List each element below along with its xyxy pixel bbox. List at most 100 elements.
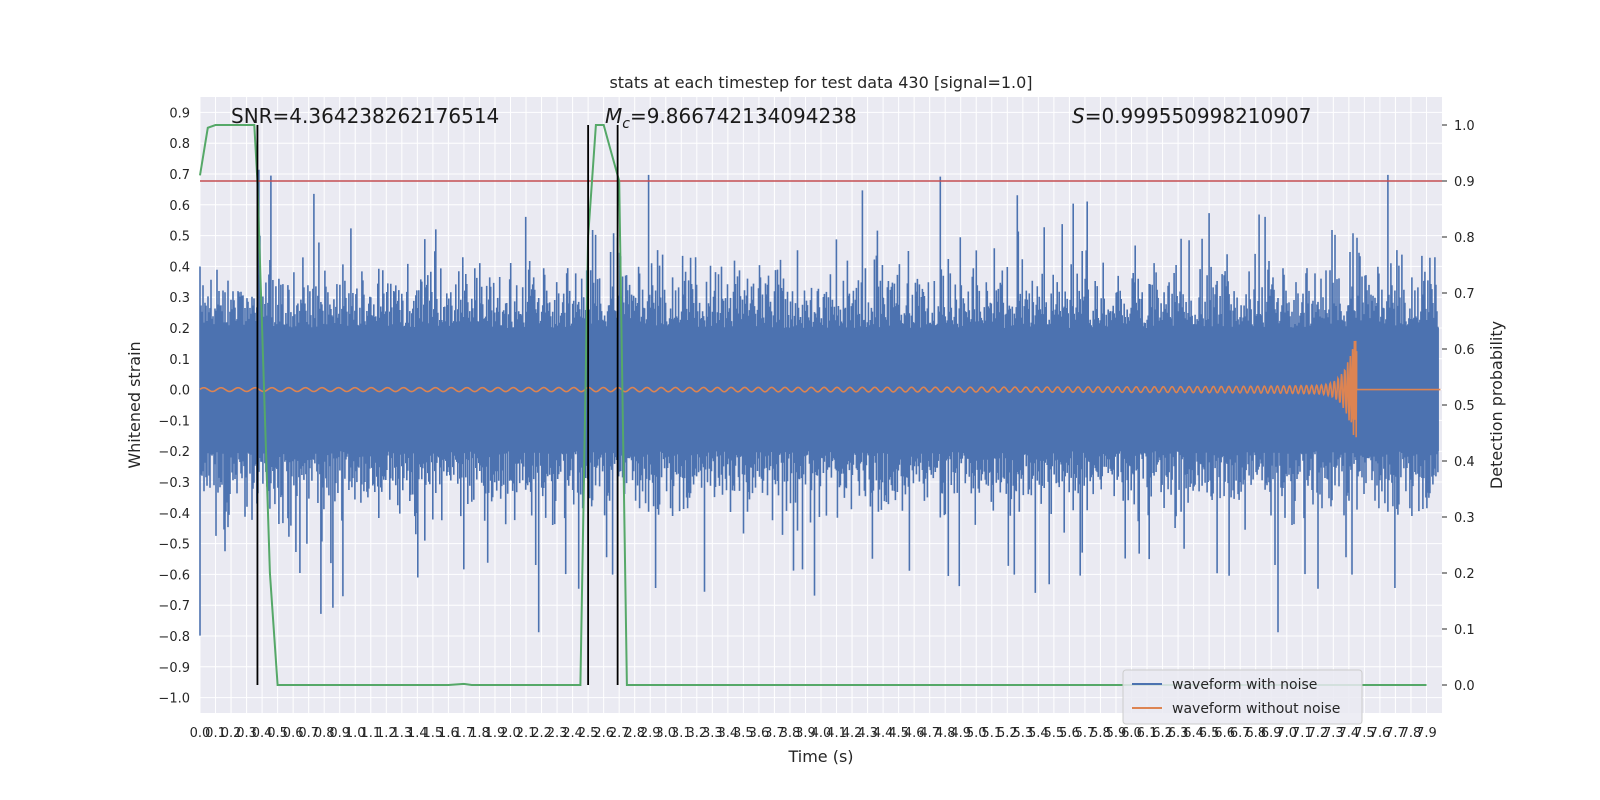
x-tick-label: 1.5 — [423, 726, 444, 741]
y-tick-label: −0.1 — [158, 414, 190, 429]
x-tick-label: 0.2 — [221, 726, 242, 741]
y-tick-label: 0.0 — [169, 384, 190, 399]
x-tick-label: 6.6 — [1214, 726, 1235, 741]
x-tick-label: 1.8 — [469, 726, 490, 741]
x-tick-label: 2.2 — [531, 726, 552, 741]
x-tick-label: 3.9 — [795, 726, 816, 741]
x-tick-label: 0.5 — [267, 726, 288, 741]
legend-label-clean: waveform without noise — [1172, 701, 1340, 717]
x-tick-label: 2.5 — [578, 726, 599, 741]
detection-probability-line — [199, 124, 1427, 686]
x-tick-label: 7.8 — [1401, 726, 1422, 741]
x-tick-label: 2.0 — [500, 726, 521, 741]
y-tick-label: 0.8 — [169, 137, 190, 152]
x-tick-label: 1.9 — [485, 726, 506, 741]
legend-label-noisy: waveform with noise — [1172, 677, 1317, 693]
clean-waveform-series — [199, 340, 1441, 438]
x-tick-label: 0.7 — [298, 726, 319, 741]
x-tick-label: 7.2 — [1307, 726, 1328, 741]
y-right-tick-labels: 0.0 0.1 0.2 0.3 0.4 0.5 0.6 0.7 0.8 0.9 1.0 — [1442, 119, 1475, 694]
x-tick-label: 4.6 — [904, 726, 925, 741]
x-tick-label: 3.2 — [686, 726, 707, 741]
y-tick-label: −0.5 — [158, 538, 190, 553]
x-tick-label: 4.9 — [950, 726, 971, 741]
vertical-markers — [256, 125, 619, 685]
chirp-mass-subscript: c — [622, 116, 630, 132]
x-tick-label: 3.6 — [749, 726, 770, 741]
y-right-tick-label: 0.8 — [1454, 231, 1475, 246]
chirp-mass-value: =9.866742134094238 — [630, 104, 857, 128]
x-tick-label: 7.1 — [1292, 726, 1313, 741]
x-tick-label: 4.8 — [935, 726, 956, 741]
x-tick-label: 3.8 — [780, 726, 801, 741]
x-tick-label: 3.0 — [655, 726, 676, 741]
y-tick-label: 0.9 — [169, 106, 190, 121]
s-symbol: S — [1072, 104, 1085, 128]
x-tick-label: 7.9 — [1416, 726, 1437, 741]
x-tick-label: 7.0 — [1276, 726, 1297, 741]
x-tick-label: 0.6 — [283, 726, 304, 741]
x-tick-label: 0.1 — [205, 726, 226, 741]
x-tick-label: 6.1 — [1137, 726, 1158, 741]
x-tick-label: 2.7 — [609, 726, 630, 741]
x-tick-label: 4.2 — [842, 726, 863, 741]
x-tick-label: 1.7 — [454, 726, 475, 741]
y-tick-label: −0.4 — [158, 507, 190, 522]
x-tick-label: 4.5 — [888, 726, 909, 741]
x-tick-label: 3.3 — [702, 726, 723, 741]
y-tick-labels: −1.0 −0.9 −0.8 −0.7 −0.6 −0.5 −0.4 −0.3 −0.2 −0.1… — [158, 106, 190, 706]
snr-annotation: SNR=4.364238262176514 — [231, 104, 499, 128]
x-tick-labels: 0.00.10.20.30.40.50.60.70.80.91.01.11.21… — [190, 726, 1437, 741]
x-tick-label: 6.4 — [1183, 726, 1204, 741]
y-tick-label: 0.4 — [169, 260, 190, 275]
y-axis-label: Whitened strain — [125, 341, 144, 468]
y-right-tick-label: 0.2 — [1454, 567, 1475, 582]
x-tick-label: 2.8 — [624, 726, 645, 741]
x-tick-label: 6.8 — [1245, 726, 1266, 741]
x-tick-label: 6.2 — [1152, 726, 1173, 741]
detection-probability-series — [199, 124, 1427, 686]
x-tick-label: 2.6 — [593, 726, 614, 741]
y-tick-label: 0.3 — [169, 291, 190, 306]
x-tick-label: 6.7 — [1230, 726, 1251, 741]
x-axis-label: Time (s) — [787, 747, 853, 766]
s-value: =0.999550998210907 — [1085, 104, 1312, 128]
y-right-tick-label: 0.3 — [1454, 511, 1475, 526]
x-tick-label: 0.4 — [252, 726, 273, 741]
x-tick-label: 2.9 — [640, 726, 661, 741]
x-tick-label: 6.3 — [1168, 726, 1189, 741]
x-tick-label: 5.5 — [1044, 726, 1065, 741]
x-tick-label: 4.7 — [919, 726, 940, 741]
y-right-tick-label: 0.6 — [1454, 343, 1475, 358]
x-tick-label: 2.1 — [516, 726, 537, 741]
y-right-tick-label: 1.0 — [1454, 119, 1475, 134]
y-tick-label: −0.3 — [158, 476, 190, 491]
y-right-tick-label: 0.1 — [1454, 623, 1475, 638]
y-tick-label: −0.9 — [158, 661, 190, 676]
x-tick-label: 4.0 — [811, 726, 832, 741]
x-tick-label: 1.6 — [438, 726, 459, 741]
x-tick-label: 5.2 — [997, 726, 1018, 741]
x-tick-label: 4.4 — [873, 726, 894, 741]
x-tick-label: 3.7 — [764, 726, 785, 741]
y-tick-label: 0.1 — [169, 353, 190, 368]
x-tick-label: 7.4 — [1339, 726, 1360, 741]
y-tick-label: 0.6 — [169, 199, 190, 214]
x-tick-label: 3.5 — [733, 726, 754, 741]
x-tick-label: 1.2 — [376, 726, 397, 741]
x-tick-label: 5.7 — [1075, 726, 1096, 741]
y-right-tick-label: 0.5 — [1454, 399, 1475, 414]
y-tick-label: −1.0 — [158, 692, 190, 707]
x-tick-label: 1.4 — [407, 726, 428, 741]
y-right-tick-label: 0.0 — [1454, 679, 1475, 694]
x-tick-label: 6.9 — [1261, 726, 1282, 741]
x-tick-label: 7.6 — [1370, 726, 1391, 741]
chirp-mass-symbol: M — [605, 104, 622, 128]
x-tick-label: 1.3 — [391, 726, 412, 741]
x-tick-label: 0.0 — [190, 726, 211, 741]
y-tick-label: −0.8 — [158, 630, 190, 645]
y-tick-label: −0.6 — [158, 568, 190, 583]
y-right-tick-label: 0.7 — [1454, 287, 1475, 302]
s-annotation: S=0.999550998210907 — [1072, 104, 1311, 128]
